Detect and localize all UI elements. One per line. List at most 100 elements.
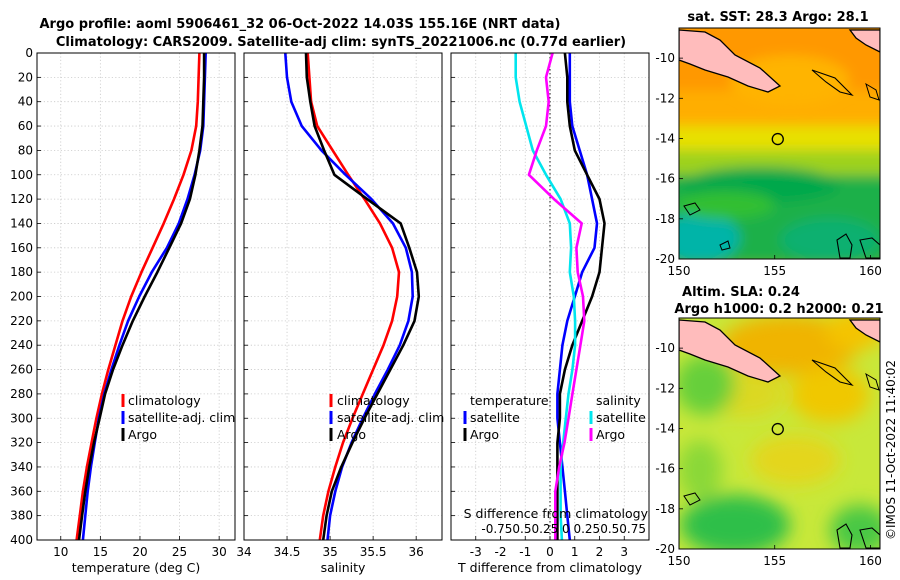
y-tick-label: 60 bbox=[18, 119, 33, 133]
sla-low-patch bbox=[679, 355, 735, 415]
legend-temp-argo-label: Argo bbox=[470, 427, 499, 442]
plot-frame bbox=[36, 52, 236, 541]
sla-field bbox=[679, 318, 880, 549]
map-x-tick-label: 160 bbox=[859, 554, 882, 568]
y-tick-label: 80 bbox=[18, 143, 33, 157]
sla-map-axes: 150 155 160 -10 -12 -14 -16 -18 -20 bbox=[655, 317, 882, 568]
x-axis-label: salinity bbox=[321, 560, 366, 575]
sla-map-title-line1: Altim. SLA: 0.24 bbox=[682, 285, 800, 300]
sst-map bbox=[679, 28, 880, 259]
sst-cyan-patch bbox=[679, 213, 740, 259]
x-tick-label: -1 bbox=[519, 545, 531, 559]
sst-reef-outline bbox=[865, 82, 880, 101]
map-x-tick-label: 160 bbox=[859, 264, 882, 278]
y-tick-label: 120 bbox=[10, 192, 33, 206]
legend-salinity-title: salinity bbox=[596, 393, 641, 408]
legend-sal-satellite-label: satellite bbox=[596, 410, 646, 425]
series-line-argo bbox=[77, 53, 206, 541]
map-x-tick-label: 150 bbox=[668, 264, 691, 278]
y-tick-label: 220 bbox=[10, 314, 33, 328]
legend-sal-argo-label: Argo bbox=[596, 427, 625, 442]
map-y-tick-label: -20 bbox=[655, 252, 675, 266]
map-frame bbox=[678, 27, 881, 260]
y-tick-label: 200 bbox=[10, 290, 33, 304]
series-line-climatology bbox=[306, 52, 401, 541]
y-tick-label: 20 bbox=[18, 70, 33, 84]
map-y-tick-label: -20 bbox=[655, 542, 675, 556]
y-tick-label: 160 bbox=[10, 241, 33, 255]
y-tick-label: 340 bbox=[10, 460, 33, 474]
sst-map-title: sat. SST: 28.3 Argo: 28.1 bbox=[687, 10, 868, 25]
x-tick-label: 0 bbox=[546, 545, 554, 559]
map-y-tick-label: -14 bbox=[655, 131, 675, 145]
legend-climatology-label: climatology bbox=[337, 393, 410, 408]
imos-credit: ©IMOS 11-Oct-2022 11:40:02 bbox=[884, 360, 898, 540]
salinity-legend: climatology satellite-adj. clim Argo bbox=[329, 393, 444, 442]
map-x-tick-label: 155 bbox=[763, 554, 786, 568]
x-tick-label: 25 bbox=[172, 545, 187, 559]
sla-reef-outline bbox=[811, 359, 854, 387]
argo-float-marker bbox=[771, 422, 784, 436]
map-y-tick-label: -18 bbox=[655, 212, 675, 226]
x-tick-label: 36 bbox=[409, 545, 424, 559]
y-tick-label: 0 bbox=[25, 46, 33, 60]
y-tick-label: 360 bbox=[10, 484, 33, 498]
sla-reef-outline bbox=[859, 527, 880, 549]
sla-map bbox=[679, 318, 880, 549]
sla-map-title-line2: Argo h1000: 0.2 h2000: 0.21 bbox=[674, 302, 883, 317]
x-tick-label: 1 bbox=[571, 545, 579, 559]
x-tick-label: 2 bbox=[596, 545, 604, 559]
legend-argo-label: Argo bbox=[128, 427, 157, 442]
sst-reef-outline bbox=[836, 233, 853, 259]
sla-coastline bbox=[848, 319, 880, 343]
sla-reef-outline bbox=[836, 523, 853, 549]
sst-reef-outline bbox=[683, 202, 701, 216]
difference-legend: temperature satellite Argo salinity sate… bbox=[463, 393, 646, 442]
s-difference-label: S difference from climatology bbox=[464, 506, 649, 521]
temperature-panel: 0 20 40 60 80 100 120 140 160 180 200 220 240 260 280 3… bbox=[10, 46, 236, 575]
s-difference-tick-labels: -0.750.50.25 0 0.250.50.75 bbox=[481, 522, 646, 536]
x-tick-label: 20 bbox=[132, 545, 147, 559]
x-tick-label: 30 bbox=[212, 545, 227, 559]
y-tick-label: 140 bbox=[10, 216, 33, 230]
plot-frame bbox=[450, 52, 650, 541]
temperature-legend: climatology satellite-adj. clim Argo bbox=[121, 393, 235, 442]
y-tick-label: 100 bbox=[10, 168, 33, 182]
x-tick-label: 34 bbox=[236, 545, 251, 559]
sst-reef-outline bbox=[859, 237, 880, 259]
x-tick-label: -2 bbox=[495, 545, 507, 559]
series-line-argo bbox=[304, 52, 421, 541]
map-y-tick-label: -18 bbox=[655, 502, 675, 516]
y-tick-label: 300 bbox=[10, 411, 33, 425]
y-tick-label: 240 bbox=[10, 338, 33, 352]
map-x-tick-label: 150 bbox=[668, 554, 691, 568]
x-tick-label: 35.5 bbox=[360, 545, 387, 559]
legend-satellite-label: satellite-adj. clim bbox=[337, 410, 444, 425]
legend-argo-label: Argo bbox=[337, 427, 366, 442]
series-line-temperature-argo bbox=[556, 52, 606, 540]
x-tick-label: 10 bbox=[53, 545, 68, 559]
map-y-tick-label: -10 bbox=[655, 341, 675, 355]
map-y-tick-label: -12 bbox=[655, 381, 675, 395]
sla-low-patch bbox=[680, 495, 790, 549]
sst-land bbox=[679, 29, 880, 259]
sst-map-axes: 150 155 160 -10 -12 -14 -16 -18 -20 bbox=[655, 27, 882, 278]
map-y-tick-label: -14 bbox=[655, 421, 675, 435]
map-y-tick-label: -10 bbox=[655, 51, 675, 65]
y-tick-label: 280 bbox=[10, 387, 33, 401]
sla-reef-outline bbox=[683, 492, 701, 506]
legend-temp-satellite-label: satellite bbox=[470, 410, 520, 425]
sla-coastline bbox=[679, 319, 782, 383]
map-y-tick-label: -12 bbox=[655, 91, 675, 105]
x-tick-label: -3 bbox=[470, 545, 482, 559]
sst-teal-patch bbox=[780, 218, 880, 259]
sst-coastline bbox=[848, 29, 880, 53]
map-y-tick-label: -16 bbox=[655, 462, 675, 476]
sla-mid-patch bbox=[790, 367, 870, 423]
x-tick-label: 15 bbox=[93, 545, 108, 559]
salinity-panel: 34 34.5 35 35.5 36 salinity bbox=[236, 52, 443, 575]
x-tick-label: 35 bbox=[322, 545, 337, 559]
legend-temperature-title: temperature bbox=[470, 393, 549, 408]
figure-title-line2: Climatology: CARS2009. Satellite-adj cli… bbox=[56, 35, 626, 50]
